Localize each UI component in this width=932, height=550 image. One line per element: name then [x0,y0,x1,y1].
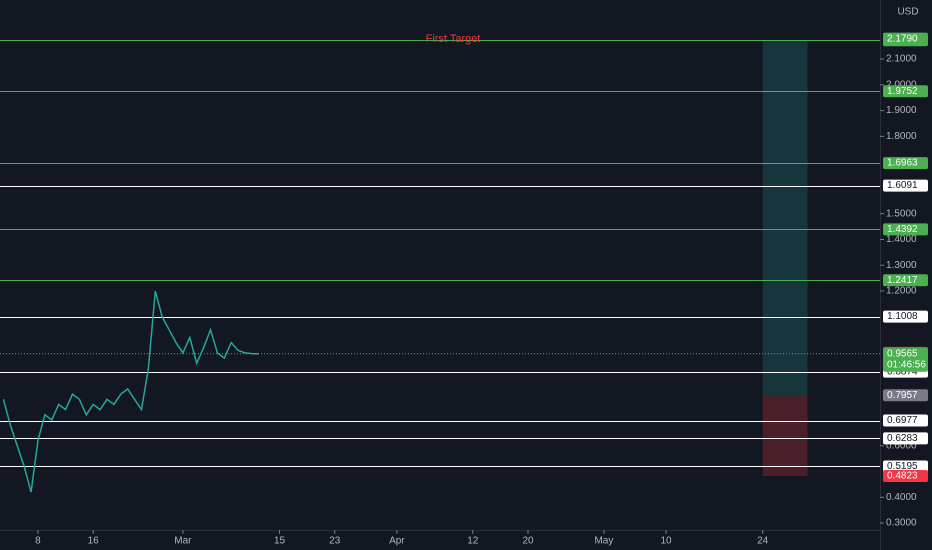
current-price-label: 0.9565 [887,348,918,359]
price-badge [883,32,928,45]
price-badge [883,157,928,170]
price-badge [883,460,928,473]
y-tick-label: 1.8000 [886,131,917,142]
price-badge-label: 1.6091 [887,180,918,191]
y-tick-label: 0.6000 [886,440,917,451]
price-badge-label: 0.4823 [887,471,918,482]
price-badge [883,310,928,323]
price-badge-label: 1.9752 [887,86,918,97]
x-tick-label: 8 [35,536,41,547]
x-tick-label: 12 [467,536,479,547]
x-tick-label: 16 [88,536,100,547]
price-badge-label: 2.1790 [887,33,918,44]
x-tick-label: 10 [660,536,672,547]
x-tick-label: Mar [174,536,192,547]
x-tick-label: Apr [389,536,405,547]
position-profit [762,40,808,396]
y-tick-label: 1.3000 [886,260,917,271]
y-tick-label: 1.5000 [886,208,917,219]
y-tick-label: 1.2000 [886,286,917,297]
price-badge-label: 0.6977 [887,415,918,426]
price-badge [883,274,928,287]
position-loss [762,395,808,477]
price-badge-label: 1.2417 [887,275,918,286]
x-tick-label: 20 [522,536,534,547]
y-tick-label: 1.4000 [886,234,917,245]
price-badge-label: 1.6963 [887,158,918,169]
x-tick-label: 24 [757,536,769,547]
y-tick-label: 0.3000 [886,518,917,529]
price-badge [883,179,928,192]
price-badge [883,389,928,402]
y-tick-label: 1.9000 [886,105,917,116]
price-badge-label: 0.7957 [887,390,918,401]
price-badge-label: 0.5195 [887,461,918,472]
y-tick-label: 0.4000 [886,492,917,503]
price-badge [883,432,928,445]
currency-label: USD [897,7,918,18]
price-line [2,290,259,493]
price-badge [883,414,928,427]
price-badge [883,223,928,236]
x-tick-label: 15 [274,536,286,547]
x-tick-label: May [594,536,613,547]
x-tick-label: 23 [329,536,341,547]
annotation: First Target [426,33,481,45]
y-tick-label: 2.1000 [886,54,917,65]
countdown-label: 01:46:56 [887,359,926,370]
price-badge [883,470,928,483]
y-tick-label: 2.0000 [886,79,917,90]
price-badge-label: 0.6283 [887,433,918,444]
price-badge-label: 1.1008 [887,311,918,322]
price-badge [883,347,928,372]
price-badge-label: 1.4392 [887,224,918,235]
price-badge [883,85,928,98]
